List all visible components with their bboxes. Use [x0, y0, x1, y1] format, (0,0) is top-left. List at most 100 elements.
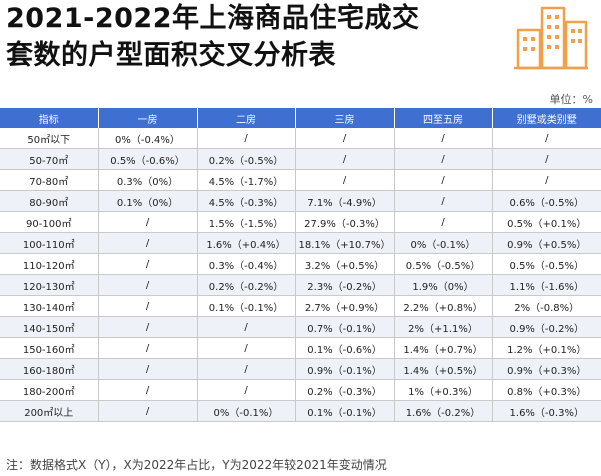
table-cell: 2.7%（+0.9%） — [295, 295, 395, 317]
table-cell: / — [98, 295, 198, 317]
table-cell: 4.5%（-1.7%） — [197, 169, 296, 191]
table-cell: 0.2%（-0.2%） — [197, 274, 296, 296]
table-cell: / — [98, 274, 198, 296]
table-cell: 3.2%（+0.5%） — [295, 253, 395, 275]
page-title: 2021-2022年上海商品住宅成交 套数的户型面积交叉分析表 — [6, 0, 506, 74]
row-label: 160-180㎡ — [0, 358, 99, 380]
table-cell: / — [492, 148, 601, 170]
table-cell: 0.1%（0%） — [98, 190, 198, 212]
table-cell: 7.1%（-4.9%） — [295, 190, 395, 212]
table-cell: 0.1%（-0.1%） — [197, 295, 296, 317]
table-row: 90-100㎡/1.5%（-1.5%） 27.9%（-0.3%）/0.5%（+0.… — [0, 211, 601, 233]
table-cell: 0.7%（-0.1%） — [295, 316, 395, 338]
table-row: 130-140㎡/0.1%（-0.1%） 2.7%（+0.9%） 2.2%（+0.8… — [0, 295, 601, 317]
table-cell: 0.1%（-0.6%） — [295, 337, 395, 359]
row-label: 140-150㎡ — [0, 316, 99, 338]
table-cell: / — [197, 128, 296, 149]
table-cell: 0%（-0.4%） — [98, 128, 198, 149]
table-cell: / — [197, 358, 296, 380]
table-cell: 1.2%（+0.1%） — [492, 337, 601, 359]
table-cell: 0.9%（+0.5%） — [492, 232, 601, 254]
buildings-icon — [514, 6, 588, 70]
table-cell: 1.6%（+0.4%） — [197, 232, 296, 254]
table-cell: / — [98, 400, 198, 422]
table-cell: / — [394, 211, 493, 233]
table-cell: / — [98, 253, 198, 275]
table-cell: / — [295, 169, 395, 191]
footnote: 注：数据格式X（Y），X为2022年占比，Y为2022年较2021年变动情况 — [6, 458, 387, 472]
row-label: 130-140㎡ — [0, 295, 99, 317]
table-cell: / — [98, 211, 198, 233]
table-cell: / — [98, 337, 198, 359]
table-row: 110-120㎡/0.3%（-0.4%） 3.2%（+0.5%） 0.5%（-0.5… — [0, 253, 601, 275]
row-label: 200㎡以上 — [0, 400, 99, 422]
table-header: 指标 一房 二房 三房 四至五房 别墅或类别墅 — [0, 108, 601, 128]
column-header: 四至五房 — [394, 108, 493, 128]
row-label: 50㎡以下 — [0, 128, 99, 149]
table-cell: / — [394, 128, 493, 149]
table-cell: / — [295, 148, 395, 170]
table-cell: / — [98, 232, 198, 254]
column-header: 二房 — [197, 108, 296, 128]
table-cell: 0.1%（-0.1%） — [295, 400, 395, 422]
row-label: 120-130㎡ — [0, 274, 99, 296]
table-row: 180-200㎡ //0.2%（-0.3%） 1%（+0.3%） 0.8%（+0.3%… — [0, 379, 601, 401]
table-cell: / — [98, 358, 198, 380]
cross-analysis-table: 指标 一房 二房 三房 四至五房 别墅或类别墅 50㎡以下 0%（-0.4%） / / //50-… — [0, 108, 601, 422]
table-cell: 0.2%（-0.5%） — [197, 148, 296, 170]
table-cell: / — [197, 379, 296, 401]
table-cell: 0.5%（-0.6%） — [98, 148, 198, 170]
table-row: 120-130㎡/0.2%（-0.2%） 2.3%（-0.2%） 1.9%（0%） 1… — [0, 274, 601, 296]
table-cell: 0.5%（-0.5%） — [492, 253, 601, 275]
table-cell: / — [394, 169, 493, 191]
table-cell: 0%（-0.1%） — [197, 400, 296, 422]
column-header: 指标 — [0, 108, 99, 128]
table-cell: 0.5%（+0.1%） — [492, 211, 601, 233]
table-cell: / — [492, 128, 601, 149]
title-line-2: 套数的户型面积交叉分析表 — [6, 40, 336, 71]
table-cell: 27.9%（-0.3%） — [295, 211, 395, 233]
table-cell: 0.9%（-0.1%） — [295, 358, 395, 380]
table-cell: 0.5%（-0.5%） — [394, 253, 493, 275]
table-cell: 2%（-0.8%） — [492, 295, 601, 317]
table-cell: / — [492, 169, 601, 191]
table-row: 70-80㎡ 0.3%（0%） 4.5%（-1.7%） / / / — [0, 169, 601, 191]
table-row: 50㎡以下 0%（-0.4%） / / / / — [0, 128, 601, 149]
table-body: 50㎡以下 0%（-0.4%） / / //50-70㎡ 0.5%（-0.6%） 0.2%（… — [0, 128, 601, 422]
column-header: 一房 — [98, 108, 198, 128]
table-cell: 0.8%（+0.3%） — [492, 379, 601, 401]
row-label: 110-120㎡ — [0, 253, 99, 275]
table-cell: / — [394, 148, 493, 170]
column-header: 三房 — [295, 108, 395, 128]
table-cell: 1.6%（-0.3%） — [492, 400, 601, 422]
row-label: 180-200㎡ — [0, 379, 99, 401]
table-cell: / — [197, 316, 296, 338]
table-cell: 4.5%（-0.3%） — [197, 190, 296, 212]
table-cell: / — [295, 128, 395, 149]
table-cell: / — [197, 337, 296, 359]
row-label: 90-100㎡ — [0, 211, 99, 233]
table-cell: 1.4%（+0.5%） — [394, 358, 493, 380]
table-cell: 2.3%（-0.2%） — [295, 274, 395, 296]
table-cell: 0.2%（-0.3%） — [295, 379, 395, 401]
unit-label: 单位：% — [549, 93, 593, 106]
table-row: 150-160㎡ //0.1%（-0.6%） 1.4%（+0.7%） 1.2%（+0.… — [0, 337, 601, 359]
row-label: 100-110㎡ — [0, 232, 99, 254]
table-row: 160-180㎡ //0.9%（-0.1%） 1.4%（+0.5%） 0.9%（+0.… — [0, 358, 601, 380]
table-cell: 0.9%（-0.2%） — [492, 316, 601, 338]
table-cell: / — [394, 190, 493, 212]
table-cell: 2.2%（+0.8%） — [394, 295, 493, 317]
table-cell: 1.1%（-1.6%） — [492, 274, 601, 296]
title-line-1: 2021-2022年上海商品住宅成交 — [6, 3, 420, 34]
table-cell: 0.9%（+0.3%） — [492, 358, 601, 380]
table-cell: 1.5%（-1.5%） — [197, 211, 296, 233]
row-label: 70-80㎡ — [0, 169, 99, 191]
table-cell: / — [98, 316, 198, 338]
table-cell: 1%（+0.3%） — [394, 379, 493, 401]
table-row: 100-110㎡/1.6%（+0.4%） 18.1%（+10.7%） 0%（-0.1… — [0, 232, 601, 254]
table-row: 50-70㎡ 0.5%（-0.6%） 0.2%（-0.5%） / / / — [0, 148, 601, 170]
table-cell: 1.4%（+0.7%） — [394, 337, 493, 359]
table-cell: 1.9%（0%） — [394, 274, 493, 296]
row-label: 50-70㎡ — [0, 148, 99, 170]
table-cell: 0.3%（-0.4%） — [197, 253, 296, 275]
